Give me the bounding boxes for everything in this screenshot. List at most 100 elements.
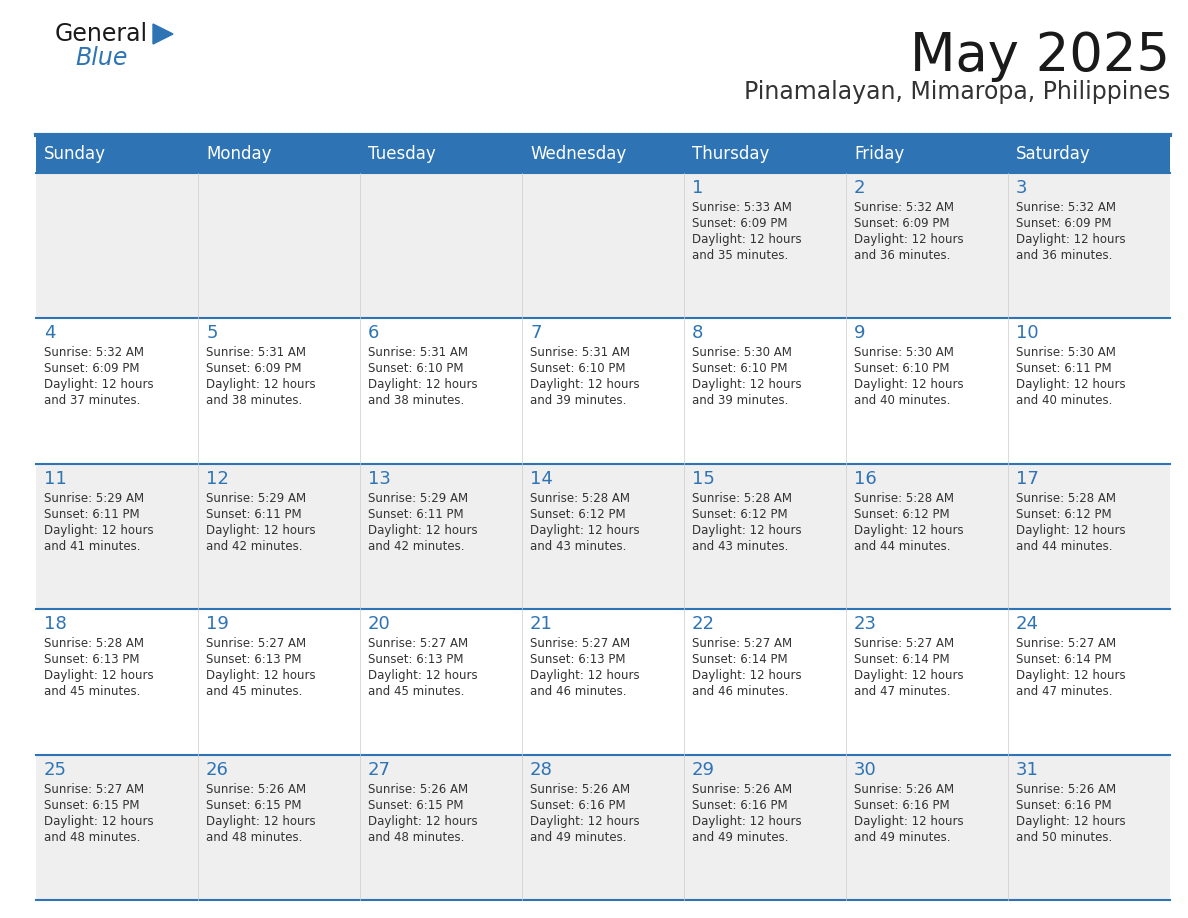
Text: Sunrise: 5:29 AM: Sunrise: 5:29 AM (206, 492, 307, 505)
Text: Sunrise: 5:29 AM: Sunrise: 5:29 AM (44, 492, 144, 505)
Text: and 44 minutes.: and 44 minutes. (1016, 540, 1113, 553)
Text: 26: 26 (206, 761, 229, 778)
Text: 19: 19 (206, 615, 229, 633)
Text: and 40 minutes.: and 40 minutes. (854, 395, 950, 408)
Text: Daylight: 12 hours: Daylight: 12 hours (206, 814, 316, 828)
Text: Sunset: 6:15 PM: Sunset: 6:15 PM (44, 799, 140, 812)
Text: Daylight: 12 hours: Daylight: 12 hours (1016, 524, 1126, 537)
Text: and 43 minutes.: and 43 minutes. (693, 540, 789, 553)
Text: Sunset: 6:13 PM: Sunset: 6:13 PM (530, 654, 626, 666)
Bar (522, 135, 684, 173)
Bar (1007, 319, 1170, 464)
Text: Sunset: 6:11 PM: Sunset: 6:11 PM (44, 508, 140, 521)
Text: Daylight: 12 hours: Daylight: 12 hours (693, 378, 802, 391)
Text: Pinamalayan, Mimaropa, Philippines: Pinamalayan, Mimaropa, Philippines (744, 80, 1170, 104)
Text: 14: 14 (530, 470, 552, 487)
Text: Daylight: 12 hours: Daylight: 12 hours (206, 669, 316, 682)
Text: Sunrise: 5:26 AM: Sunrise: 5:26 AM (206, 783, 307, 796)
Text: and 36 minutes.: and 36 minutes. (854, 249, 950, 262)
Text: 1: 1 (693, 179, 703, 197)
Text: Sunset: 6:12 PM: Sunset: 6:12 PM (693, 508, 788, 521)
Text: Sunset: 6:16 PM: Sunset: 6:16 PM (530, 799, 626, 812)
Text: Sunrise: 5:27 AM: Sunrise: 5:27 AM (368, 637, 468, 650)
Text: Sunrise: 5:27 AM: Sunrise: 5:27 AM (206, 637, 307, 650)
Text: Daylight: 12 hours: Daylight: 12 hours (1016, 378, 1126, 391)
Text: and 50 minutes.: and 50 minutes. (1016, 831, 1112, 844)
Text: Sunset: 6:12 PM: Sunset: 6:12 PM (530, 508, 626, 521)
Text: 5: 5 (206, 324, 217, 342)
Text: Sunset: 6:09 PM: Sunset: 6:09 PM (44, 363, 140, 375)
Bar (846, 173, 1007, 319)
Text: Sunset: 6:13 PM: Sunset: 6:13 PM (206, 654, 302, 666)
Text: and 48 minutes.: and 48 minutes. (44, 831, 140, 844)
Text: Sunrise: 5:33 AM: Sunrise: 5:33 AM (693, 201, 792, 214)
Text: and 46 minutes.: and 46 minutes. (530, 685, 626, 699)
Text: Sunday: Sunday (44, 145, 106, 163)
Text: Sunset: 6:10 PM: Sunset: 6:10 PM (854, 363, 949, 375)
Bar (198, 610, 360, 755)
Bar (36, 135, 198, 173)
Text: Sunset: 6:10 PM: Sunset: 6:10 PM (693, 363, 788, 375)
Text: Sunrise: 5:27 AM: Sunrise: 5:27 AM (693, 637, 792, 650)
Bar (1007, 135, 1170, 173)
Bar (846, 319, 1007, 464)
Bar (846, 464, 1007, 610)
Text: Sunset: 6:16 PM: Sunset: 6:16 PM (854, 799, 949, 812)
Text: Sunset: 6:11 PM: Sunset: 6:11 PM (368, 508, 463, 521)
Bar (522, 319, 684, 464)
Text: Sunset: 6:16 PM: Sunset: 6:16 PM (1016, 799, 1112, 812)
Text: Daylight: 12 hours: Daylight: 12 hours (368, 378, 478, 391)
Bar (846, 135, 1007, 173)
Bar (684, 610, 846, 755)
Bar (360, 610, 522, 755)
Text: Sunset: 6:09 PM: Sunset: 6:09 PM (1016, 217, 1112, 230)
Text: Sunrise: 5:30 AM: Sunrise: 5:30 AM (1016, 346, 1116, 360)
Text: 9: 9 (854, 324, 866, 342)
Text: and 47 minutes.: and 47 minutes. (1016, 685, 1113, 699)
Text: Wednesday: Wednesday (530, 145, 626, 163)
Text: Sunset: 6:12 PM: Sunset: 6:12 PM (1016, 508, 1112, 521)
Text: Sunrise: 5:26 AM: Sunrise: 5:26 AM (530, 783, 630, 796)
Text: 30: 30 (854, 761, 877, 778)
Text: Sunrise: 5:26 AM: Sunrise: 5:26 AM (854, 783, 954, 796)
Text: Sunrise: 5:27 AM: Sunrise: 5:27 AM (530, 637, 630, 650)
Text: Daylight: 12 hours: Daylight: 12 hours (368, 669, 478, 682)
Text: and 40 minutes.: and 40 minutes. (1016, 395, 1112, 408)
Text: and 39 minutes.: and 39 minutes. (693, 395, 789, 408)
Text: and 37 minutes.: and 37 minutes. (44, 395, 140, 408)
Text: Daylight: 12 hours: Daylight: 12 hours (693, 233, 802, 246)
Bar (846, 610, 1007, 755)
Text: Sunrise: 5:26 AM: Sunrise: 5:26 AM (368, 783, 468, 796)
Text: 31: 31 (1016, 761, 1040, 778)
Text: Sunrise: 5:31 AM: Sunrise: 5:31 AM (530, 346, 630, 360)
Text: Sunset: 6:15 PM: Sunset: 6:15 PM (368, 799, 463, 812)
Text: 15: 15 (693, 470, 715, 487)
Text: Blue: Blue (75, 46, 127, 70)
Text: 27: 27 (368, 761, 391, 778)
Text: 7: 7 (530, 324, 542, 342)
Bar (360, 135, 522, 173)
Text: and 45 minutes.: and 45 minutes. (368, 685, 465, 699)
Text: Sunrise: 5:30 AM: Sunrise: 5:30 AM (693, 346, 792, 360)
Bar (198, 319, 360, 464)
Bar (360, 755, 522, 900)
Text: Sunset: 6:09 PM: Sunset: 6:09 PM (693, 217, 788, 230)
Text: Daylight: 12 hours: Daylight: 12 hours (854, 378, 963, 391)
Bar (36, 173, 198, 319)
Text: Daylight: 12 hours: Daylight: 12 hours (693, 669, 802, 682)
Text: Sunrise: 5:28 AM: Sunrise: 5:28 AM (530, 492, 630, 505)
Text: Sunrise: 5:28 AM: Sunrise: 5:28 AM (1016, 492, 1116, 505)
Text: Friday: Friday (854, 145, 904, 163)
Text: Monday: Monday (206, 145, 272, 163)
Text: Sunset: 6:12 PM: Sunset: 6:12 PM (854, 508, 949, 521)
Text: 13: 13 (368, 470, 391, 487)
Text: Sunrise: 5:28 AM: Sunrise: 5:28 AM (693, 492, 792, 505)
Text: 23: 23 (854, 615, 877, 633)
Text: Daylight: 12 hours: Daylight: 12 hours (530, 378, 639, 391)
Text: 8: 8 (693, 324, 703, 342)
Text: Daylight: 12 hours: Daylight: 12 hours (1016, 669, 1126, 682)
Text: 20: 20 (368, 615, 391, 633)
Text: and 49 minutes.: and 49 minutes. (854, 831, 950, 844)
Text: Sunset: 6:13 PM: Sunset: 6:13 PM (44, 654, 140, 666)
Text: Sunset: 6:10 PM: Sunset: 6:10 PM (368, 363, 463, 375)
